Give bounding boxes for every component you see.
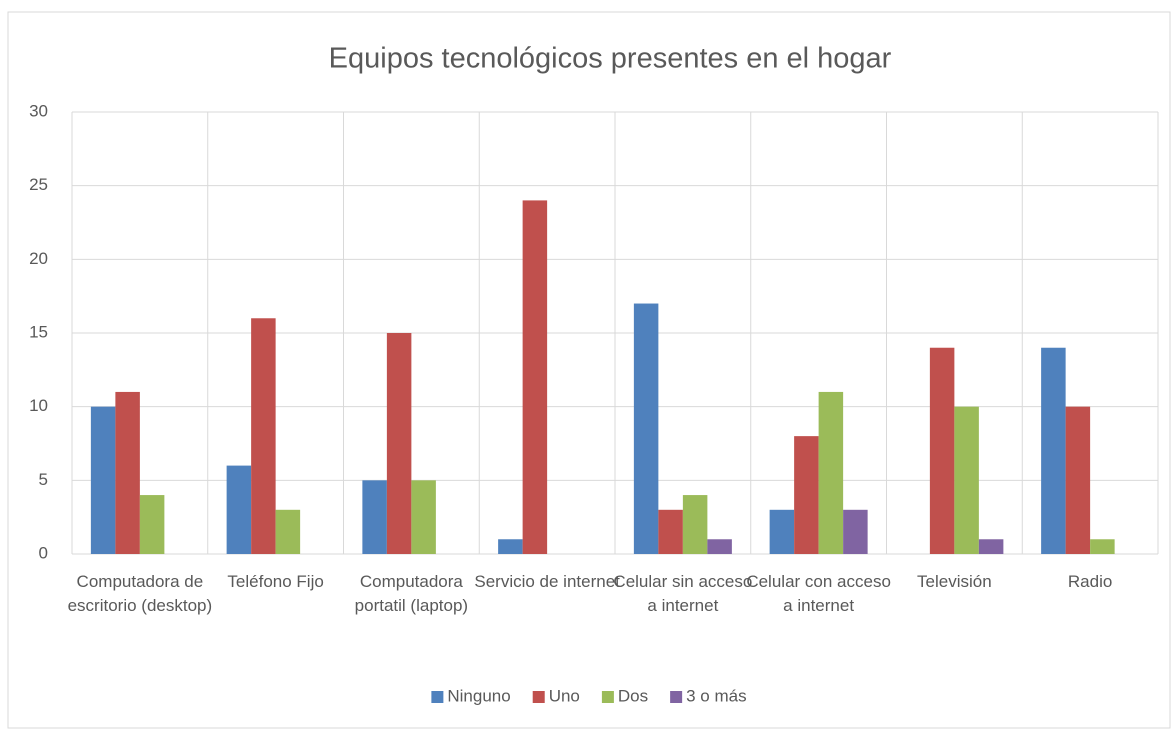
bar bbox=[411, 480, 436, 554]
bar bbox=[707, 539, 732, 554]
bar bbox=[90, 406, 116, 554]
bar bbox=[658, 509, 683, 554]
x-tick-label-box: Televisión bbox=[917, 572, 992, 591]
chart-border bbox=[7, 11, 1171, 729]
legend-label: Ninguno bbox=[447, 686, 510, 705]
legend-swatch bbox=[670, 691, 683, 703]
bar bbox=[794, 436, 819, 554]
bar bbox=[251, 318, 276, 554]
bar bbox=[386, 333, 412, 554]
y-tick-label: 25 bbox=[29, 175, 48, 194]
x-tick-label-box: Servicio de internet bbox=[474, 572, 620, 591]
bar bbox=[978, 539, 1004, 554]
bar bbox=[226, 465, 252, 554]
bar bbox=[633, 303, 659, 554]
bar bbox=[522, 200, 548, 554]
legend-swatch bbox=[431, 691, 444, 703]
bar bbox=[1065, 406, 1091, 554]
y-tick-label: 30 bbox=[29, 101, 48, 120]
x-tick-label: Servicio de internet bbox=[474, 572, 620, 591]
bar bbox=[362, 480, 387, 554]
legend-label: 3 o más bbox=[686, 686, 746, 705]
bar bbox=[843, 509, 868, 554]
x-tick-label-box: Computadora de escritorio (desktop) bbox=[67, 572, 213, 615]
bar bbox=[682, 495, 708, 554]
x-tick-label-box: Computadora portatil (laptop) bbox=[354, 572, 469, 615]
y-tick-label: 0 bbox=[39, 543, 48, 562]
x-tick-label: Celular sin acceso a internet bbox=[613, 572, 753, 615]
bar bbox=[1041, 347, 1066, 554]
chart-title: Equipos tecnológicos presentes en el hog… bbox=[329, 43, 892, 75]
x-tick-label-box: Radio bbox=[1067, 572, 1113, 591]
bar bbox=[954, 406, 979, 554]
y-tick-label: 10 bbox=[29, 396, 48, 415]
legend-label: Dos bbox=[618, 686, 648, 705]
bar bbox=[275, 509, 301, 554]
legend-label: Uno bbox=[549, 686, 580, 705]
bar bbox=[1090, 539, 1115, 554]
bar bbox=[115, 391, 140, 554]
x-tick-label-box: Celular sin acceso a internet bbox=[613, 572, 753, 615]
x-tick-label: Radio bbox=[1067, 572, 1113, 591]
x-tick-label: Teléfono Fijo bbox=[227, 572, 324, 591]
bar bbox=[818, 391, 844, 554]
x-tick-label: Celular con acceso a internet bbox=[746, 572, 891, 615]
bar bbox=[769, 509, 795, 554]
x-tick-label: Computadora de escritorio (desktop) bbox=[67, 572, 213, 615]
x-tick-label-box: Celular con acceso a internet bbox=[746, 572, 891, 615]
y-tick-label: 20 bbox=[29, 249, 48, 268]
legend-swatch bbox=[532, 691, 545, 703]
bar bbox=[929, 347, 955, 554]
x-tick-label: Computadora portatil (laptop) bbox=[354, 572, 469, 615]
y-tick-label: 15 bbox=[29, 322, 48, 341]
bar bbox=[498, 539, 523, 554]
x-tick-label: Televisión bbox=[917, 572, 992, 591]
y-tick-label: 5 bbox=[39, 470, 48, 489]
legend-swatch bbox=[601, 691, 614, 703]
x-tick-label-box: Teléfono Fijo bbox=[227, 572, 324, 591]
bar bbox=[139, 495, 165, 554]
